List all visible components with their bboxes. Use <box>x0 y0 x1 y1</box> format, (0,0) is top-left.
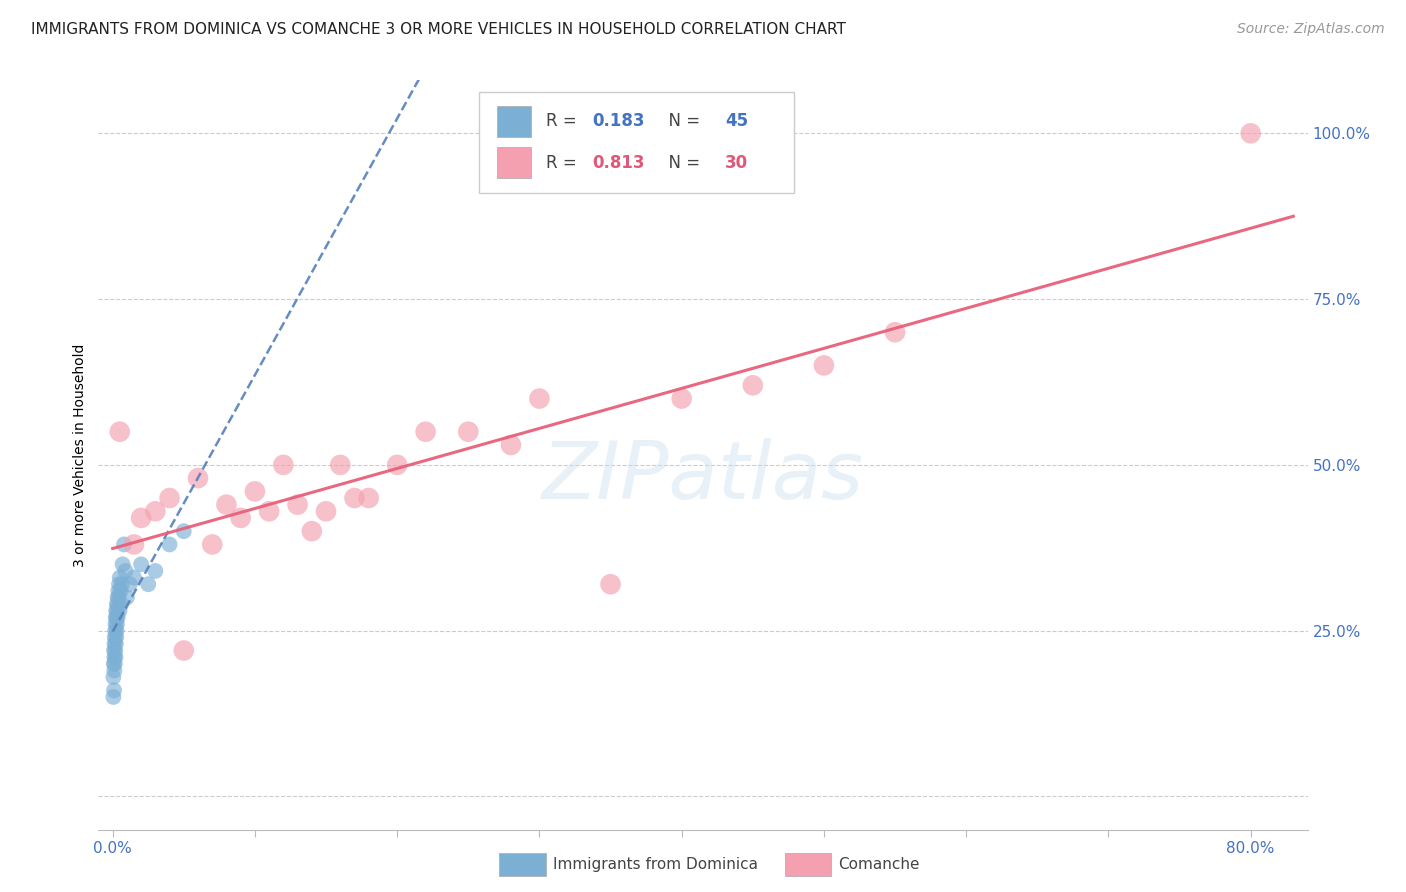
Point <box>108 571 131 585</box>
Point <box>1240 126 1263 140</box>
Point <box>105 630 128 644</box>
Point <box>136 577 159 591</box>
FancyBboxPatch shape <box>498 147 531 178</box>
Point <box>104 630 127 644</box>
Point <box>105 604 128 618</box>
Text: 0.813: 0.813 <box>592 153 644 171</box>
Point <box>111 558 134 572</box>
Point <box>103 643 125 657</box>
Text: Source: ZipAtlas.com: Source: ZipAtlas.com <box>1237 22 1385 37</box>
Text: N =: N = <box>658 112 706 130</box>
Point <box>173 524 195 538</box>
Text: Comanche: Comanche <box>838 857 920 871</box>
Point <box>105 617 128 632</box>
Point <box>884 325 907 339</box>
Text: 0.183: 0.183 <box>592 112 644 130</box>
Point <box>143 564 166 578</box>
Text: Immigrants from Dominica: Immigrants from Dominica <box>553 857 758 871</box>
Point <box>103 650 125 665</box>
Point <box>103 670 125 684</box>
Point <box>107 597 129 611</box>
Text: R =: R = <box>546 153 582 171</box>
Point <box>103 657 125 671</box>
Point <box>243 484 266 499</box>
Point <box>107 583 129 598</box>
FancyBboxPatch shape <box>498 106 531 137</box>
Point <box>385 458 408 472</box>
Point <box>108 577 131 591</box>
Point <box>741 378 763 392</box>
Point <box>104 624 127 638</box>
Point <box>122 537 145 551</box>
Point <box>287 498 309 512</box>
Point <box>104 637 127 651</box>
Point <box>103 683 125 698</box>
Point <box>229 511 252 525</box>
Point <box>159 537 181 551</box>
Y-axis label: 3 or more Vehicles in Household: 3 or more Vehicles in Household <box>73 343 87 566</box>
Point <box>257 504 280 518</box>
Point <box>301 524 323 538</box>
Point <box>529 392 551 406</box>
Text: ZIPatlas: ZIPatlas <box>541 438 865 516</box>
Point <box>105 610 128 624</box>
Point <box>343 491 366 505</box>
Point <box>329 458 352 472</box>
Point <box>115 591 138 605</box>
Point <box>118 577 141 591</box>
Point <box>110 597 132 611</box>
Point <box>105 597 128 611</box>
Point <box>108 604 131 618</box>
Point <box>112 537 135 551</box>
Point <box>104 657 127 671</box>
Text: R =: R = <box>546 112 582 130</box>
Point <box>103 637 125 651</box>
Point <box>105 604 128 618</box>
Point <box>104 617 127 632</box>
Point <box>108 425 131 439</box>
Text: 45: 45 <box>724 112 748 130</box>
Point <box>107 610 129 624</box>
Point <box>114 564 136 578</box>
Point <box>110 583 132 598</box>
Point <box>173 643 195 657</box>
Point <box>273 458 295 472</box>
Point <box>357 491 380 505</box>
Point <box>499 438 522 452</box>
Point <box>104 643 127 657</box>
Point <box>105 624 128 638</box>
Point <box>415 425 437 439</box>
Point <box>315 504 337 518</box>
FancyBboxPatch shape <box>479 92 793 193</box>
Text: 30: 30 <box>724 153 748 171</box>
Point <box>104 650 127 665</box>
Point <box>103 690 125 704</box>
Point <box>187 471 209 485</box>
Point <box>129 558 152 572</box>
Point <box>107 591 129 605</box>
Point <box>122 571 145 585</box>
Text: N =: N = <box>658 153 706 171</box>
Point <box>111 577 134 591</box>
Point <box>129 511 152 525</box>
Point <box>215 498 238 512</box>
Point <box>104 610 127 624</box>
Point <box>143 504 166 518</box>
Point <box>671 392 693 406</box>
Point <box>599 577 621 591</box>
Point <box>813 359 835 373</box>
Text: IMMIGRANTS FROM DOMINICA VS COMANCHE 3 OR MORE VEHICLES IN HOUSEHOLD CORRELATION: IMMIGRANTS FROM DOMINICA VS COMANCHE 3 O… <box>31 22 846 37</box>
Point <box>201 537 224 551</box>
Point <box>457 425 479 439</box>
Point <box>103 664 125 678</box>
Point <box>107 591 129 605</box>
Point <box>159 491 181 505</box>
